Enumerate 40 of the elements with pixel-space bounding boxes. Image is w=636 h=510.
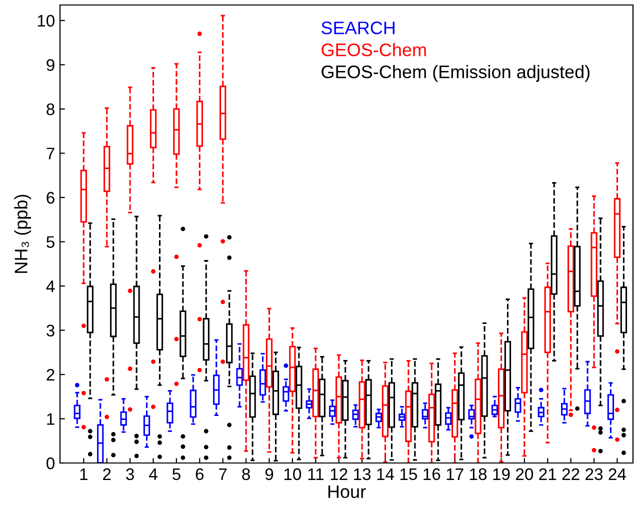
x-tick-label: 6 xyxy=(196,468,204,480)
y-tick-label: 1 xyxy=(47,413,54,425)
x-tick-label: 14 xyxy=(377,468,394,480)
x-tick-label: 20 xyxy=(516,468,534,480)
x-axis-title: Hour xyxy=(328,485,366,498)
y-tick-label: 9 xyxy=(46,59,54,71)
y-tick-label: 4 xyxy=(46,280,55,292)
x-tick-label: 8 xyxy=(242,468,250,480)
x-tick-label: 5 xyxy=(172,468,180,480)
x-tick-label: 16 xyxy=(424,468,440,480)
y-axis-title: NH₃ (ppb) xyxy=(14,194,32,273)
x-tick-label: 12 xyxy=(330,468,348,480)
x-tick-label: 2 xyxy=(103,468,111,480)
x-tick-label: 10 xyxy=(284,468,302,480)
x-tick-label: 13 xyxy=(354,468,371,480)
y-tick-label: 8 xyxy=(46,103,54,116)
x-tick-label: 7 xyxy=(219,468,227,480)
x-tick-label: 21 xyxy=(539,468,556,480)
x-tick-label: 3 xyxy=(126,468,134,480)
y-tick-label: 5 xyxy=(46,236,54,248)
y-tick-label: 0 xyxy=(46,457,54,470)
x-tick-label: 1 xyxy=(80,468,88,480)
x-tick-label: 9 xyxy=(265,468,274,480)
text: GEOS-Chem (Emission adjusted) xyxy=(322,65,590,82)
text: GEOS-Chem xyxy=(322,43,426,56)
x-tick-label: 22 xyxy=(562,468,580,480)
x-tick-label: 23 xyxy=(586,468,603,480)
x-tick-label: 19 xyxy=(493,468,510,480)
x-tick-label: 4 xyxy=(149,468,158,480)
y-tick-label: 3 xyxy=(46,324,54,336)
y-tick-label: 10 xyxy=(38,14,54,27)
x-tick-label: 18 xyxy=(470,468,487,480)
x-tick-label: 11 xyxy=(308,468,324,480)
y-tick-label: 2 xyxy=(46,368,54,381)
y-tick-label: 7 xyxy=(46,148,54,160)
x-tick-label: 15 xyxy=(400,468,418,480)
x-tick-label: 24 xyxy=(608,468,626,480)
x-tick-label: 17 xyxy=(446,468,464,480)
y-tick-label: 6 xyxy=(46,192,54,204)
text: SEARCH xyxy=(322,22,394,34)
